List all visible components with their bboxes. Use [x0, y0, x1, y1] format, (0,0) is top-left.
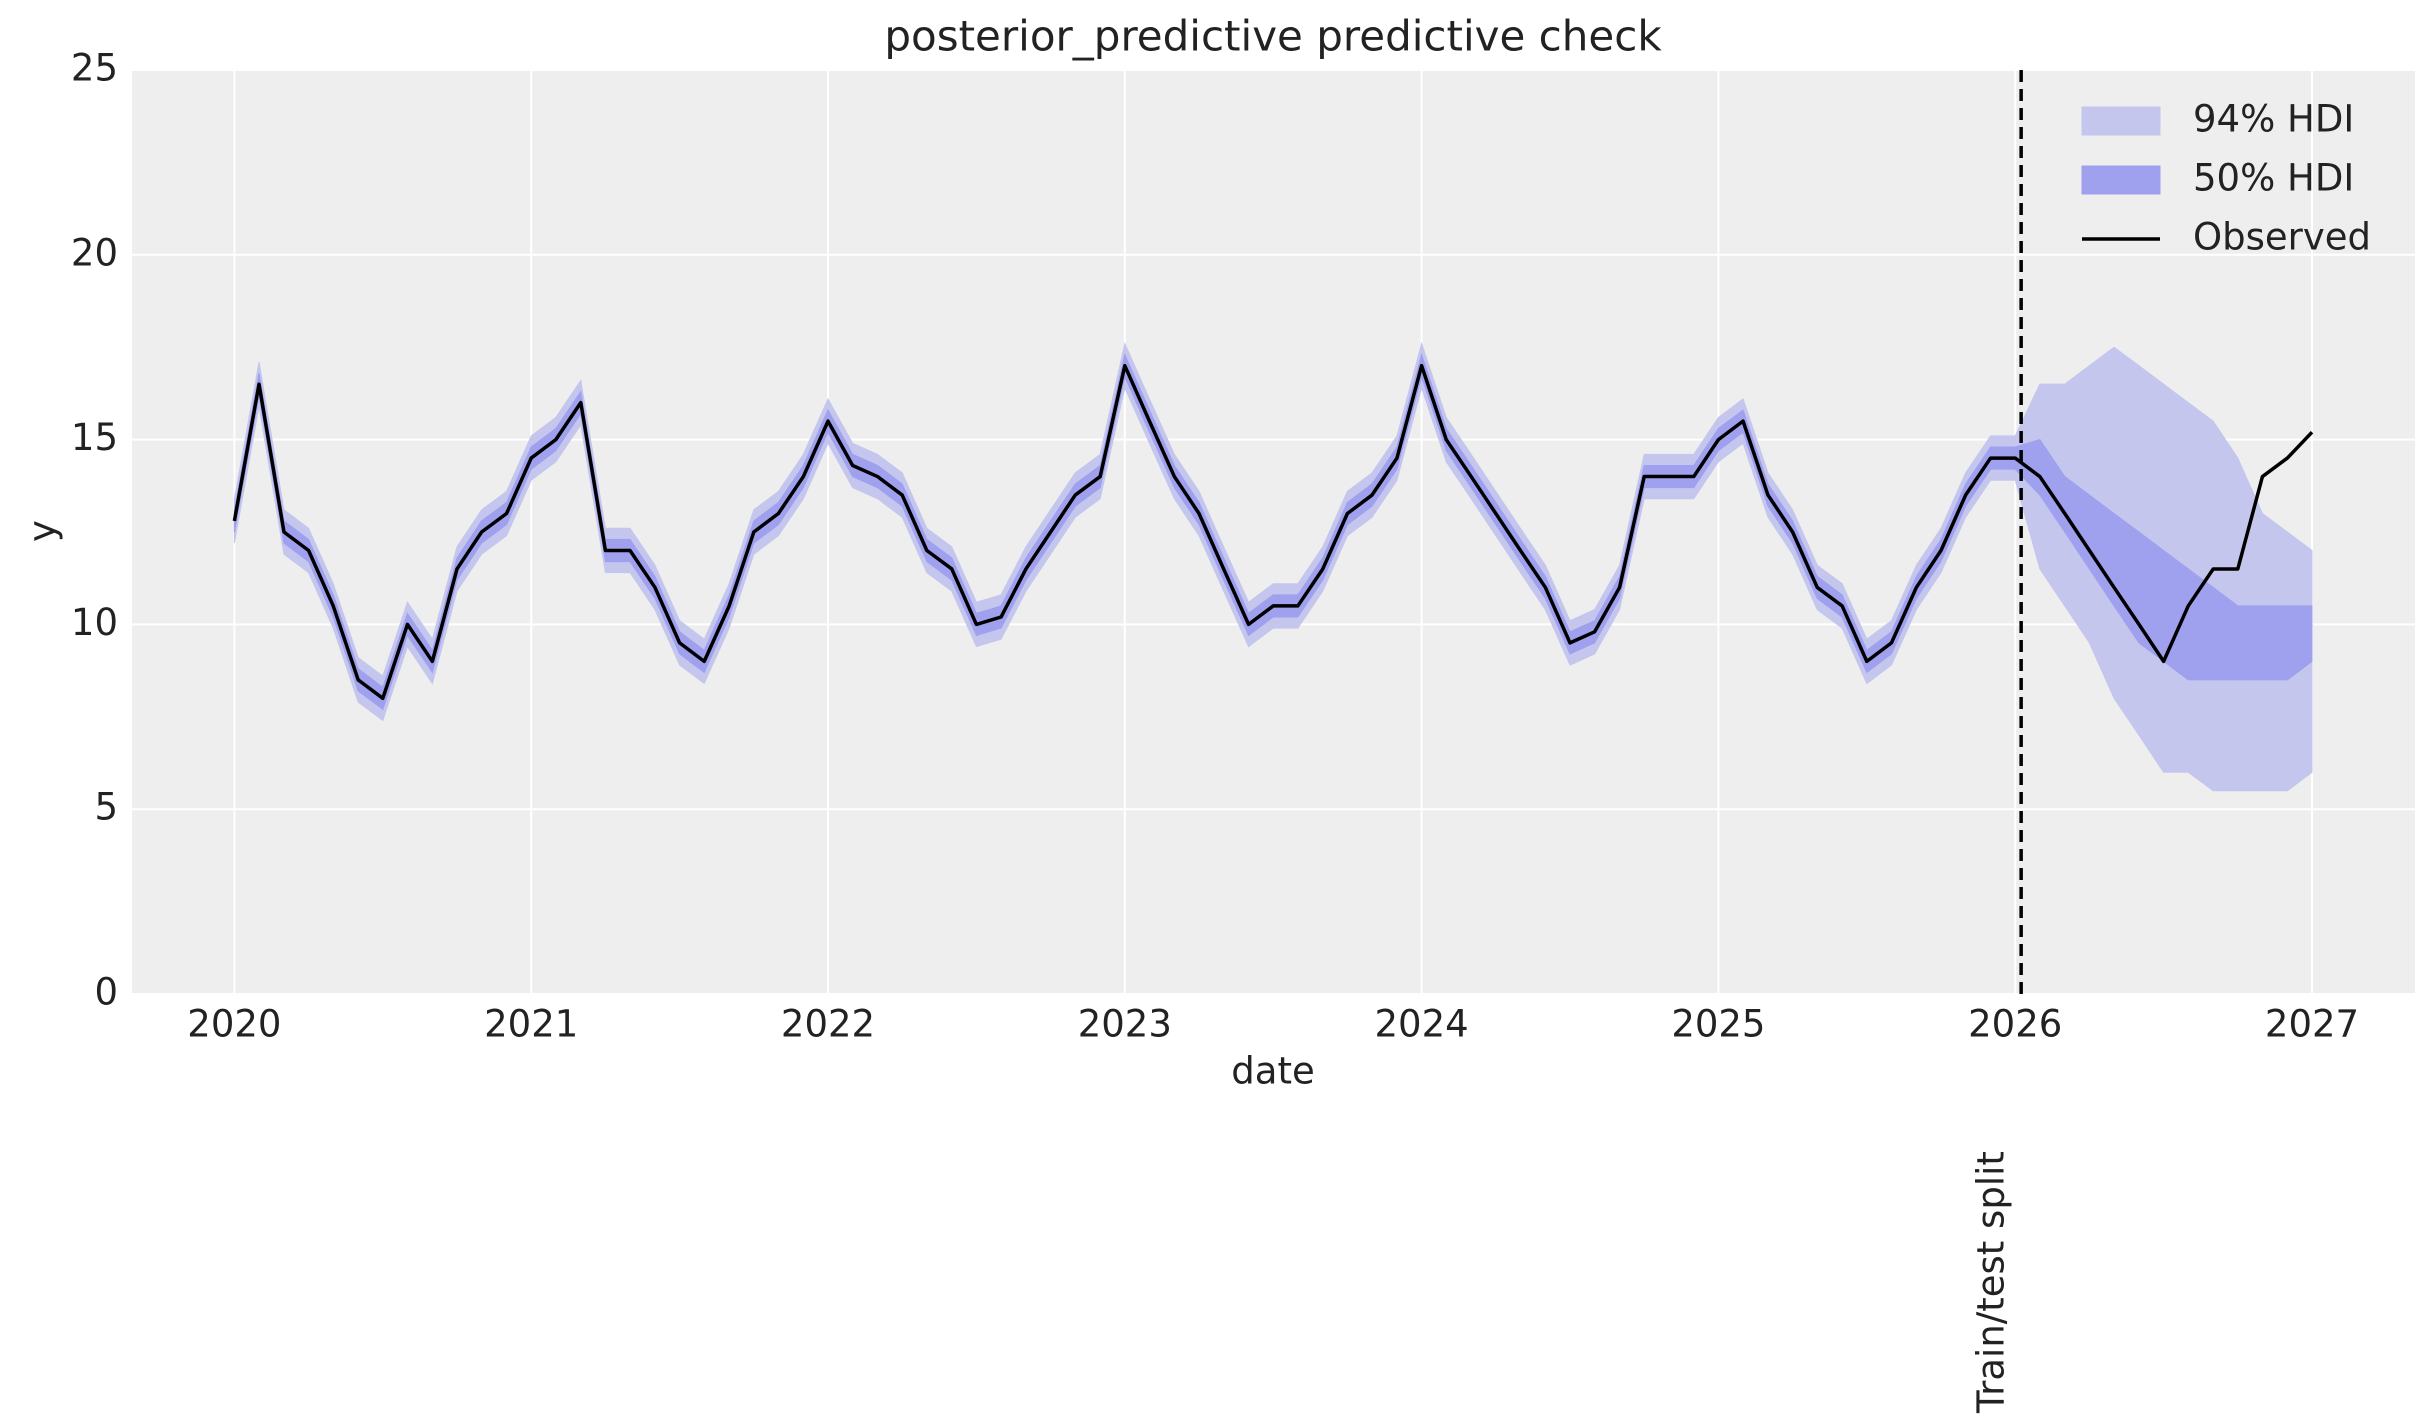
split-label: Train/test split — [1970, 1151, 2013, 1414]
hdi-band — [233, 341, 2313, 792]
y-tick-label: 5 — [94, 786, 118, 829]
x-tick-label: 2025 — [1671, 1003, 1765, 1046]
x-tick-label: 2022 — [781, 1003, 875, 1046]
x-tick-label: 2027 — [2265, 1003, 2359, 1046]
y-tick-label: 25 — [71, 47, 118, 90]
legend-label: 94% HDI — [2193, 98, 2354, 141]
legend-swatch — [2081, 165, 2161, 195]
legend-label: 50% HDI — [2193, 157, 2354, 200]
y-tick-label: 15 — [71, 416, 118, 459]
x-tick-label: 2020 — [187, 1003, 281, 1046]
x-tick-label: 2021 — [484, 1003, 578, 1046]
chart-title: posterior_predictive predictive check — [884, 12, 1662, 61]
x-tick-label: 2026 — [1968, 1003, 2062, 1046]
hdi-band — [233, 352, 2313, 711]
y-tick-label: 10 — [71, 601, 118, 644]
legend-label: Observed — [2193, 216, 2371, 259]
y-tick-label: 20 — [71, 231, 118, 274]
legend-swatch — [2081, 106, 2161, 136]
y-axis-label: y — [21, 520, 64, 542]
x-axis-label: date — [1231, 1050, 1314, 1093]
x-tick-label: 2024 — [1375, 1003, 1469, 1046]
y-tick-label: 0 — [94, 971, 118, 1014]
x-tick-label: 2023 — [1078, 1003, 1172, 1046]
observed-line — [232, 363, 2314, 701]
